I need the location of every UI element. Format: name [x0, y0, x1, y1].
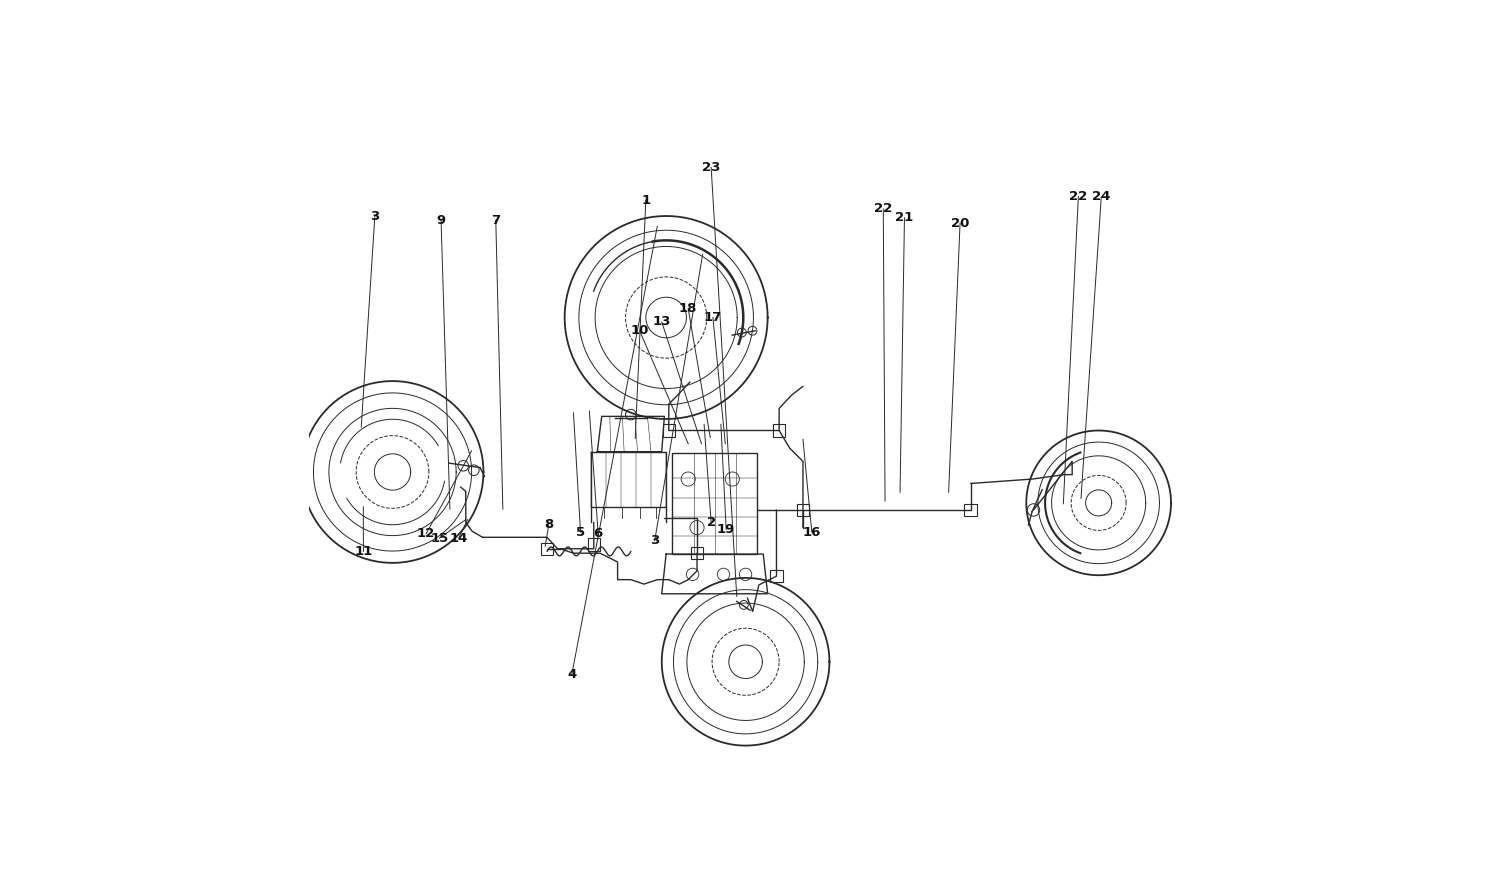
Text: 6: 6 — [594, 527, 603, 540]
Text: 3: 3 — [370, 209, 380, 223]
Text: 17: 17 — [704, 311, 722, 324]
Text: 4: 4 — [567, 668, 576, 682]
Text: 20: 20 — [951, 217, 969, 230]
Text: 21: 21 — [896, 211, 914, 225]
Text: 1: 1 — [642, 193, 651, 207]
Bar — [542, 543, 554, 555]
Text: 22: 22 — [1070, 190, 1088, 203]
Text: 7: 7 — [490, 214, 501, 227]
Text: 19: 19 — [717, 523, 735, 535]
Bar — [672, 453, 758, 554]
Bar — [588, 538, 600, 551]
Text: 14: 14 — [450, 532, 468, 544]
Text: 24: 24 — [1092, 190, 1110, 203]
Text: 18: 18 — [680, 302, 698, 315]
Text: 12: 12 — [417, 527, 435, 540]
Text: 5: 5 — [576, 526, 585, 538]
Bar — [663, 424, 675, 437]
Bar — [772, 424, 786, 437]
Text: 8: 8 — [544, 519, 554, 531]
Bar — [692, 547, 703, 560]
Text: 10: 10 — [630, 324, 650, 338]
Text: 11: 11 — [354, 545, 372, 558]
Text: 23: 23 — [702, 161, 720, 174]
Text: 9: 9 — [436, 214, 445, 227]
Text: 2: 2 — [706, 516, 716, 528]
Bar — [796, 503, 808, 516]
Bar — [771, 570, 783, 583]
Bar — [964, 503, 976, 516]
Text: 15: 15 — [430, 532, 448, 544]
Text: 22: 22 — [874, 202, 892, 216]
Text: 13: 13 — [652, 315, 670, 329]
Text: 16: 16 — [802, 526, 820, 538]
Text: 3: 3 — [650, 535, 660, 547]
